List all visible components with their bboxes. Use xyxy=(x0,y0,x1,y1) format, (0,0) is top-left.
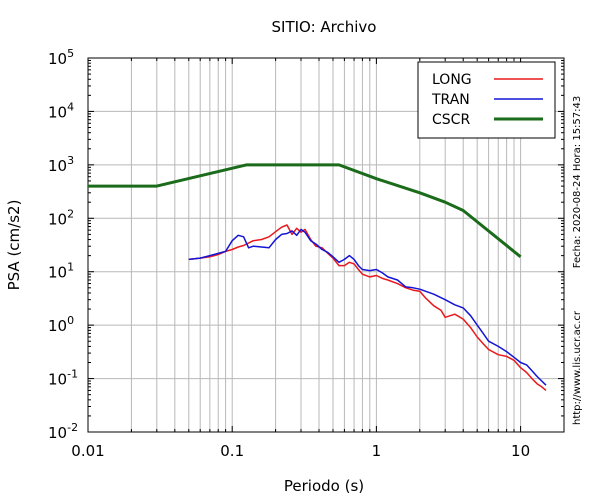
x-tick-label: 1 xyxy=(372,442,382,460)
date-annotation: Fecha: 2020-08-24 Hora: 15:57:43 xyxy=(572,96,583,269)
plot-frame xyxy=(87,57,565,433)
x-tick-label: 0.1 xyxy=(220,442,244,460)
x-tick-label: 0.01 xyxy=(71,442,104,460)
y-tick-label-base: 10 xyxy=(48,424,67,442)
y-tick-label-base: 10 xyxy=(48,210,67,228)
x-tick-label: 10 xyxy=(511,442,530,460)
y-tick-label-exponent: 0 xyxy=(67,314,74,327)
y-tick-label: 10-2 xyxy=(48,421,78,442)
series-line-cscr xyxy=(88,163,522,258)
y-tick-label-exponent: 2 xyxy=(67,207,74,220)
y-tick-label: 103 xyxy=(48,154,74,175)
y-tick-label: 102 xyxy=(48,207,74,228)
x-axis-label: Periodo (s) xyxy=(284,477,364,495)
y-tick-label: 101 xyxy=(48,261,74,282)
url-annotation: http://www.lis.ucr.ac.cr xyxy=(572,310,583,425)
y-tick-label-base: 10 xyxy=(48,157,67,175)
y-tick-label-base: 10 xyxy=(48,371,67,389)
legend-label-long: LONG xyxy=(432,72,472,88)
legend: LONG TRAN CSCR xyxy=(417,61,556,139)
y-tick-label-exponent: 5 xyxy=(67,47,74,60)
y-tick-label-exponent: 1 xyxy=(67,261,74,274)
chart-title: SITIO: Archivo xyxy=(272,18,377,36)
y-tick-label-base: 10 xyxy=(48,103,67,121)
y-tick-label: 100 xyxy=(48,314,74,335)
y-tick-label-base: 10 xyxy=(48,317,67,335)
y-tick-label-exponent: -2 xyxy=(67,421,78,434)
y-tick-label-base: 10 xyxy=(48,50,67,68)
series-line-long xyxy=(188,224,547,391)
y-tick-label: 104 xyxy=(48,100,74,121)
y-axis-label: PSA (cm/s2) xyxy=(5,200,23,291)
y-tick-label: 10-1 xyxy=(48,368,78,389)
y-tick-label-exponent: 3 xyxy=(67,154,74,167)
legend-label-cscr: CSCR xyxy=(432,112,470,128)
legend-label-tran: TRAN xyxy=(431,92,470,108)
y-tick-label-exponent: 4 xyxy=(67,100,74,113)
y-tick-label-base: 10 xyxy=(48,264,67,282)
series-line-tran xyxy=(188,228,547,386)
legend-box xyxy=(417,61,556,139)
y-tick-label-exponent: -1 xyxy=(67,368,78,381)
y-tick-label: 105 xyxy=(48,47,74,68)
series-layer xyxy=(88,163,547,391)
